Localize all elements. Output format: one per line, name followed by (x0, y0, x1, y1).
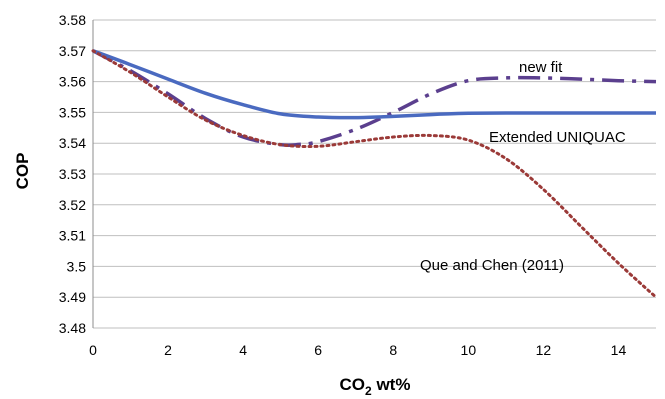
y-tick-label: 3.55 (59, 104, 86, 120)
y-tick-label: 3.52 (59, 197, 86, 213)
series-labels: new fit Extended UNIQUAC Que and Chen (201… (420, 59, 626, 274)
y-tick-label: 3.49 (59, 289, 86, 305)
x-tick-label: 14 (611, 342, 627, 358)
y-tick-label: 3.53 (59, 166, 86, 182)
y-tick-label: 3.5 (67, 258, 87, 274)
gridlines (92, 19, 656, 329)
x-axis-title-subscript: 2 (365, 384, 372, 398)
x-tick-label: 8 (389, 342, 397, 358)
y-axis-title: COP (13, 153, 32, 190)
series-label-new-fit: new fit (519, 59, 563, 76)
x-axis-title-suffix: wt% (372, 375, 411, 394)
x-tick-label: 10 (461, 342, 477, 358)
y-tick-label: 3.57 (59, 43, 86, 59)
y-tick-label: 3.58 (59, 12, 86, 28)
series-line-que-and-chen-2011 (91, 49, 658, 299)
y-tick-label: 3.51 (59, 228, 86, 244)
x-axis-tick-labels: 0 2 4 6 8 10 12 14 (89, 342, 626, 358)
x-tick-label: 4 (239, 342, 247, 358)
x-tick-label: 2 (164, 342, 172, 358)
x-axis-title-main: CO (340, 375, 366, 394)
x-axis-title: CO2 wt% (340, 375, 411, 398)
data-series (91, 49, 658, 299)
y-tick-label: 3.54 (59, 135, 86, 151)
y-tick-label: 3.56 (59, 74, 86, 90)
series-label-extended-uniquac: Extended UNIQUAC (489, 129, 626, 146)
series-label-que-and-chen-2011: Que and Chen (2011) (420, 257, 564, 274)
y-tick-label: 3.48 (59, 320, 86, 336)
x-tick-label: 12 (536, 342, 552, 358)
x-tick-label: 6 (314, 342, 322, 358)
y-axis-tick-labels: 3.48 3.49 3.5 3.51 3.52 3.53 3.54 3.55 3.56 3.57 3… (59, 12, 86, 336)
x-tick-label: 0 (89, 342, 97, 358)
series-line-extended-uniquac (92, 49, 656, 120)
